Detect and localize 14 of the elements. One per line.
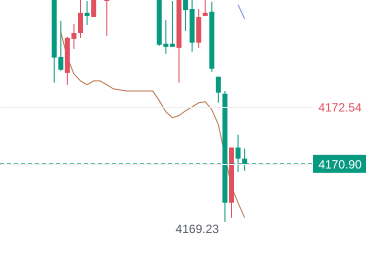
y-tick-label: 4172.54 (318, 100, 362, 114)
y-tick-label: 4170.90 (318, 157, 362, 172)
candlestick (163, 19, 168, 54)
candlestick (84, 0, 90, 26)
candlestick (91, 0, 96, 18)
candlestick (58, 20, 64, 72)
annotation: 4169.23 (176, 222, 220, 236)
candlestick (78, 0, 83, 38)
candlestick (170, 0, 175, 48)
candlestick (104, 0, 110, 36)
candlestick (216, 76, 221, 104)
candlestick (202, 0, 208, 16)
candlestick (183, 0, 188, 32)
candlestick (71, 23, 76, 50)
